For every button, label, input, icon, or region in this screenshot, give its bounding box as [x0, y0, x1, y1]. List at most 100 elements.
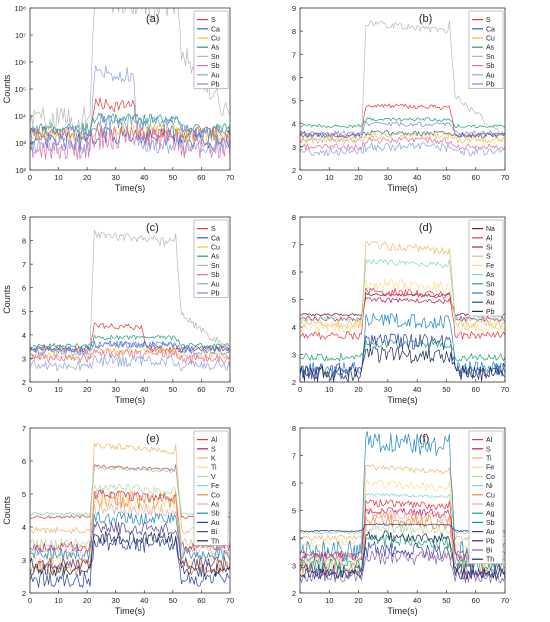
legend-entry: Pb	[211, 291, 220, 298]
series-line-sb	[300, 136, 505, 151]
legend-entry: Cu	[211, 245, 220, 252]
x-tick-label: 20	[354, 173, 362, 182]
plot-frame	[29, 216, 231, 383]
x-tick-label: 10	[325, 173, 333, 182]
y-tick-label: 7	[22, 260, 26, 269]
legend-entry: Sb	[486, 520, 495, 527]
series-line-sb	[300, 312, 505, 376]
y-tick-label: 10⁵	[15, 85, 26, 94]
legend-entry: Sb	[486, 63, 495, 70]
legend-entry: Ca	[486, 26, 495, 33]
chart-panel: 0 10 20 30 40 50 60 70 2 3 4 5 6 7 8 Time(s) (f) Al S Ti Fe C…	[292, 424, 509, 616]
x-tick-label: 30	[384, 596, 392, 605]
legend: Na Al Si S Fe As Sn Sb Au Pb	[468, 219, 504, 317]
legend: Al SK Ti V Fe Co As Sb Au Bi Th	[193, 430, 229, 546]
legend-entry: Th	[211, 538, 219, 545]
legend-entry: Ca	[211, 26, 220, 33]
legend-entry: Ca	[211, 235, 220, 242]
series-line-sb	[30, 125, 230, 160]
y-tick-label: 2	[22, 589, 26, 598]
x-tick-label: 60	[472, 596, 480, 605]
x-tick-label: 50	[442, 173, 450, 182]
legend: Al S Ti Fe Co Ni Cu As Ag Sb Au Pb Bi Th	[468, 430, 504, 565]
series-line-au	[300, 541, 505, 580]
x-tick-label: 10	[54, 596, 62, 605]
x-tick-label: 50	[169, 596, 177, 605]
x-tick-label: 70	[226, 596, 234, 605]
legend-entry: Ag	[486, 511, 495, 518]
legend-entry: S	[211, 17, 216, 24]
x-tick-label: 20	[83, 596, 91, 605]
legend-entry: K	[211, 456, 216, 463]
legend: S Ca Cu As Sn Sb Au Pb	[193, 10, 229, 89]
legend-entry: Bi	[211, 529, 218, 536]
series-line-fe	[300, 278, 505, 333]
y-tick-label: 5	[292, 97, 296, 106]
y-tick-label: 7	[22, 424, 26, 433]
y-tick-label: 4	[22, 331, 26, 340]
legend-entry: Sb	[486, 291, 495, 298]
legend-entry: Ti	[211, 465, 217, 472]
series-line-sb	[30, 511, 230, 561]
legend-entry: Fe	[486, 263, 494, 270]
x-axis-label: Time(s)	[115, 395, 145, 405]
x-tick-label: 10	[54, 385, 62, 394]
x-tick-label: 40	[140, 596, 148, 605]
x-tick-label: 20	[354, 385, 362, 394]
legend-entry: Au	[211, 72, 220, 79]
x-tick-label: 30	[112, 173, 120, 182]
legend-box	[468, 430, 504, 565]
x-tick-label: 60	[197, 385, 205, 394]
legend-entry: S	[486, 254, 491, 261]
legend-entry: Co	[211, 492, 220, 499]
panel-label: (a)	[146, 13, 159, 25]
x-axis-label: Time(s)	[387, 395, 417, 405]
y-tick-label: 5	[292, 507, 296, 516]
series-line-as	[300, 117, 505, 129]
y-tick-label: 7	[292, 50, 296, 59]
legend-entry: Sb	[211, 511, 220, 518]
legend-box	[193, 10, 229, 89]
legend-entry: Sb	[211, 63, 220, 70]
y-tick-label: 8	[22, 237, 26, 246]
legend-entry: Sn	[211, 54, 220, 61]
legend-entry: S	[211, 446, 216, 453]
y-tick-label: 3	[292, 143, 296, 152]
legend-entry: Pb	[486, 82, 495, 89]
series-line-pb	[300, 121, 505, 136]
series-line-pb	[30, 113, 230, 141]
legend-box	[193, 430, 229, 546]
panel-label: (d)	[419, 222, 432, 234]
y-tick-label: 4	[22, 523, 26, 532]
y-tick-label: 4	[292, 120, 296, 129]
x-tick-label: 60	[197, 596, 205, 605]
legend-entry: Au	[211, 281, 220, 288]
legend-entry: Sn	[486, 54, 495, 61]
y-tick-label: 6	[292, 73, 296, 82]
series-line-sn	[300, 339, 505, 362]
legend-entry: Pb	[211, 82, 220, 89]
y-tick-label: 10⁶	[15, 58, 26, 67]
x-tick-label: 50	[442, 596, 450, 605]
series-line-pb	[30, 340, 230, 356]
y-tick-label: 7	[292, 452, 296, 461]
legend-entry: Al	[486, 437, 493, 444]
y-tick-label: 6	[292, 479, 296, 488]
series-line-al	[300, 287, 505, 340]
x-tick-label: 0	[28, 173, 32, 182]
chart-panel: 0 10 20 30 40 50 60 70 2 3 4 5 6 7 8 Time(s) (d) Na Al Si SF…	[292, 213, 509, 405]
y-tick-label: 8	[292, 27, 296, 36]
x-tick-label: 0	[28, 385, 32, 394]
legend-entry: Sn	[211, 263, 220, 270]
y-axis-label: Counts	[2, 496, 12, 525]
y-tick-label: 10⁷	[15, 31, 26, 40]
legend-entry: As	[486, 45, 495, 52]
panel-label: (e)	[146, 433, 159, 445]
series-line-s	[30, 322, 230, 353]
y-tick-label: 7	[292, 241, 296, 250]
chart-panel: 0 10 20 30 40 50 60 70 10² 10³ 10⁴ 10⁵ 10⁶ 10⁷ 10⁸ Time…	[2, 4, 234, 193]
legend-box	[193, 219, 229, 298]
y-tick-label: 6	[292, 268, 296, 277]
legend-entry: Au	[486, 300, 495, 307]
